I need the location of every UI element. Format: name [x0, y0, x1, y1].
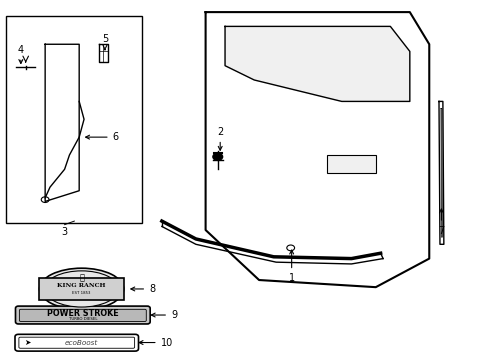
Text: 7: 7	[437, 209, 444, 236]
Bar	[6, 16, 142, 223]
FancyBboxPatch shape	[15, 334, 138, 351]
Ellipse shape	[40, 268, 123, 310]
Text: EST 1853: EST 1853	[72, 291, 91, 294]
Text: ecoBoost: ecoBoost	[65, 340, 98, 346]
Text: 2: 2	[217, 127, 223, 150]
Text: 3: 3	[61, 227, 67, 237]
Text: KING RANCH: KING RANCH	[57, 283, 105, 288]
Text: 10: 10	[139, 338, 172, 347]
Polygon shape	[224, 26, 409, 102]
Polygon shape	[205, 12, 428, 287]
Polygon shape	[438, 102, 443, 244]
Text: ➤: ➤	[24, 338, 30, 347]
Text: 9: 9	[151, 310, 177, 320]
Text: Ⓦ: Ⓦ	[79, 273, 84, 282]
Text: TURBO DIESEL: TURBO DIESEL	[68, 317, 97, 321]
Text: 1: 1	[288, 250, 294, 283]
Text: 8: 8	[131, 284, 155, 294]
Text: 6: 6	[85, 132, 119, 142]
Bar	[326, 155, 375, 173]
Text: 4: 4	[18, 45, 24, 63]
Circle shape	[212, 153, 222, 160]
FancyBboxPatch shape	[39, 278, 124, 300]
Text: POWER STROKE: POWER STROKE	[47, 309, 119, 318]
Text: 5: 5	[102, 34, 108, 50]
FancyBboxPatch shape	[19, 337, 134, 348]
FancyBboxPatch shape	[16, 306, 150, 324]
FancyBboxPatch shape	[20, 309, 146, 321]
Ellipse shape	[44, 271, 118, 307]
